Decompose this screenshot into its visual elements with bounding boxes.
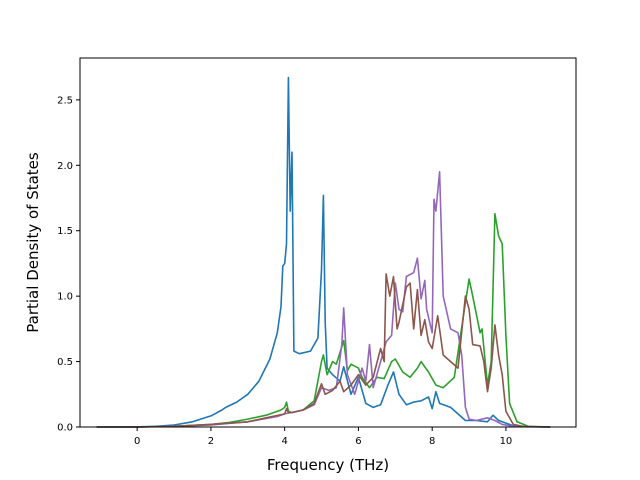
axis-ticks: 0 2 4 6 8 10 0.0 0.5 1.0 1.5 2.0 2.5 (57, 95, 512, 447)
x-tick-label: 6 (355, 436, 361, 447)
series-line-2 (96, 212, 551, 428)
x-tick-label: 0 (134, 436, 140, 447)
x-tick-label: 2 (208, 436, 214, 447)
x-tick-label: 4 (281, 436, 287, 447)
series-line-4 (96, 273, 551, 428)
x-tick-label: 8 (429, 436, 435, 447)
y-tick-label: 2.5 (57, 95, 73, 106)
y-tick-label: 1.0 (57, 292, 73, 303)
x-axis-title: Frequency (THz) (267, 456, 389, 474)
y-axis-title: Partial Density of States (24, 152, 42, 333)
y-tick-label: 1.5 (57, 226, 73, 237)
y-tick-label: 0.0 (57, 423, 73, 434)
y-tick-label: 2.0 (57, 161, 73, 172)
plot-frame (79, 57, 577, 428)
y-tick-label: 0.5 (57, 357, 73, 368)
series-line-1 (96, 76, 551, 428)
series-line-3 (96, 171, 551, 428)
series-lines (96, 76, 551, 428)
x-tick-label: 10 (500, 436, 513, 447)
